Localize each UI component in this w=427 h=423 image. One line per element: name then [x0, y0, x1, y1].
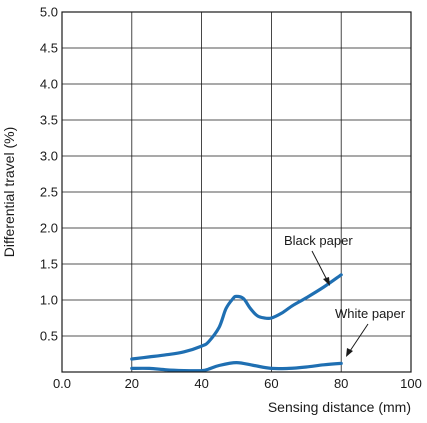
annotation-white-paper: White paper: [335, 306, 406, 321]
y-tick-label: 5.0: [40, 5, 58, 20]
y-tick-label: 3.5: [40, 113, 58, 128]
y-axis-label: Differential travel (%): [1, 127, 17, 257]
x-tick-label: 40: [194, 376, 208, 391]
annotation-white-paper-arrowhead: [346, 348, 353, 357]
annotation-black-paper-arrow-line: [311, 250, 328, 281]
annotation-black-paper: Black paper: [284, 233, 353, 248]
series-lines: [130, 273, 343, 373]
series-line-white-paper: [130, 361, 343, 373]
x-tick-label: 80: [334, 376, 348, 391]
x-tick-label: 60: [264, 376, 278, 391]
y-tick-label: 0.5: [40, 329, 58, 344]
y-tick-label: 4.0: [40, 77, 58, 92]
tick-labels: 0.0 20 40 60 80 100 0.5 1.0 1.5 2.0 2.5 3.0 3.5 4.0 4.…: [40, 5, 422, 392]
annotation-white-paper-arrow-line: [349, 323, 369, 352]
x-tick-label: 0.0: [53, 376, 71, 391]
x-tick-label: 100: [400, 376, 422, 391]
y-tick-label: 3.0: [40, 149, 58, 164]
annotation-black-paper-arrowhead: [323, 277, 330, 286]
y-tick-label: 1.5: [40, 257, 58, 272]
y-tick-label: 4.5: [40, 41, 58, 56]
x-axis-label: Sensing distance (mm): [268, 399, 411, 415]
x-tick-label: 20: [125, 376, 139, 391]
y-tick-label: 2.0: [40, 221, 58, 236]
y-tick-label: 1.0: [40, 293, 58, 308]
y-tick-label: 2.5: [40, 185, 58, 200]
grid: [62, 12, 411, 372]
plot-frame: [61, 11, 412, 373]
series-line-black-paper: [130, 273, 343, 361]
annotations: Black paper White paper: [284, 233, 406, 357]
